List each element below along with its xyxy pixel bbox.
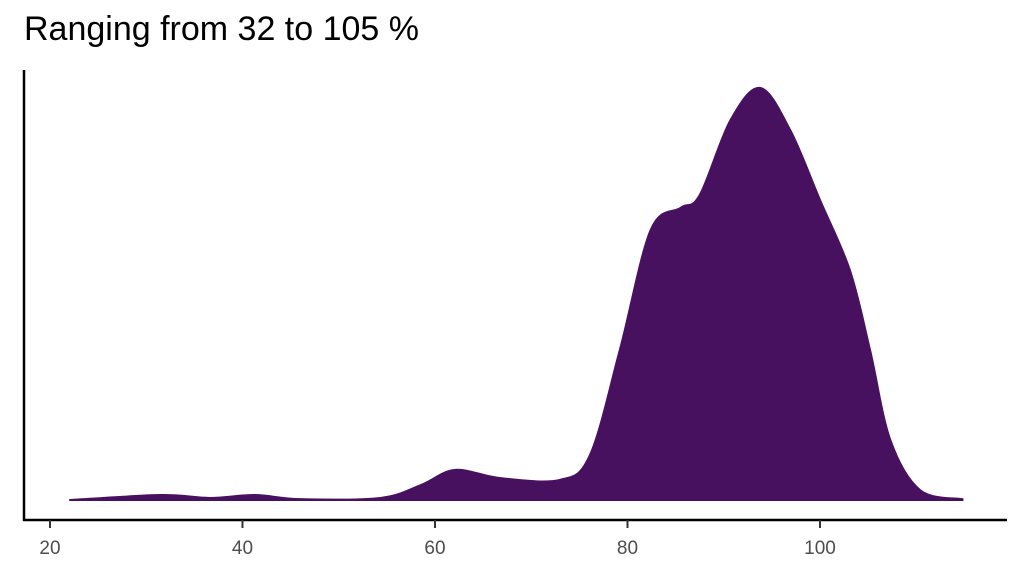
density-area — [69, 86, 964, 501]
x-tick-label: 40 — [232, 538, 253, 559]
x-tick-label: 100 — [804, 538, 836, 559]
chart-title: Ranging from 32 to 105 % — [24, 10, 420, 48]
x-axis-ticks: 20 40 60 80 100 — [39, 520, 836, 559]
x-tick-label: 60 — [424, 538, 445, 559]
x-tick-label: 20 — [39, 538, 60, 559]
x-tick-label: 80 — [617, 538, 638, 559]
